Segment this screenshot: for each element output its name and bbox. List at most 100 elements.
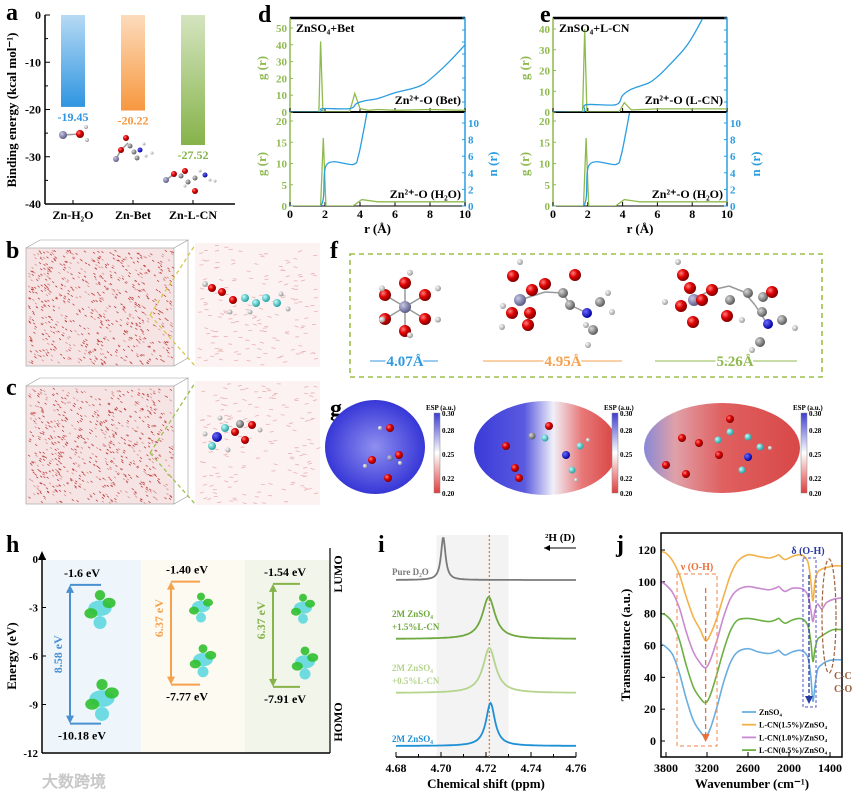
- x-tick-label: 1400: [818, 761, 842, 775]
- water-molecule: [153, 408, 157, 411]
- water-molecule: [208, 450, 213, 453]
- water-molecule: [111, 266, 114, 269]
- water-molecule: [34, 473, 37, 476]
- water-molecule: [267, 316, 272, 318]
- water-molecule: [74, 448, 77, 451]
- atom-cyan: [262, 294, 270, 302]
- water-molecule: [116, 473, 120, 476]
- water-molecule: [50, 354, 54, 357]
- water-molecule: [99, 326, 102, 329]
- panel-d-rdf-chart: 0 2 4 6 8 10r (Å)01020304050051015200246810g …: [254, 16, 500, 236]
- water-molecule: [160, 268, 163, 271]
- water-molecule: [37, 285, 40, 288]
- water-molecule: [42, 389, 46, 393]
- y-axis-title-top: g (r): [517, 56, 532, 80]
- water-molecule: [123, 442, 127, 445]
- water-molecule: [137, 303, 141, 306]
- water-molecule: [87, 327, 90, 330]
- water-molecule: [118, 291, 122, 295]
- water-molecule: [109, 451, 112, 454]
- x-tick-label: 2600: [736, 761, 760, 775]
- water-molecule: [87, 293, 90, 296]
- water-molecule: [240, 451, 245, 453]
- water-molecule: [123, 407, 127, 411]
- colorbar-tick: 0.20: [809, 490, 822, 498]
- atom-gray: [178, 173, 184, 179]
- water-molecule: [102, 443, 105, 446]
- water-molecule: [31, 273, 35, 277]
- water-molecule: [80, 268, 83, 271]
- water-molecule: [144, 416, 147, 419]
- water-molecule: [102, 444, 105, 447]
- water-molecule: [125, 355, 128, 358]
- water-molecule: [56, 392, 59, 395]
- water-molecule: [55, 330, 58, 333]
- water-molecule: [112, 264, 115, 267]
- x-tick-label: 2000: [777, 761, 801, 775]
- water-molecule: [114, 497, 117, 501]
- water-molecule: [50, 266, 54, 269]
- water-molecule: [268, 397, 273, 399]
- water-molecule: [52, 305, 56, 308]
- water-molecule: [68, 401, 72, 404]
- water-molecule: [69, 479, 73, 482]
- water-molecule: [143, 264, 147, 267]
- water-molecule: [131, 296, 134, 299]
- water-molecule: [76, 313, 79, 316]
- water-molecule: [55, 484, 58, 488]
- atom-red: [76, 130, 84, 138]
- water-molecule: [132, 444, 135, 447]
- water-molecule: [37, 405, 40, 408]
- series-label: 2M ZnSO₄: [392, 663, 433, 673]
- water-molecule: [146, 297, 150, 300]
- water-molecule: [39, 256, 43, 259]
- water-molecule: [165, 483, 168, 486]
- water-molecule: [63, 277, 66, 280]
- water-molecule: [106, 428, 109, 431]
- atom-gray: [236, 420, 244, 428]
- water-molecule: [232, 305, 238, 308]
- water-molecule: [161, 253, 165, 256]
- water-molecule: [152, 433, 155, 436]
- water-molecule: [166, 488, 169, 491]
- water-molecule: [138, 449, 141, 452]
- atom-white: [585, 342, 591, 348]
- water-molecule: [66, 250, 69, 253]
- water-molecule: [141, 432, 144, 436]
- water-molecule: [233, 313, 238, 316]
- water-molecule: [170, 425, 173, 428]
- water-molecule: [155, 303, 158, 306]
- water-molecule: [142, 332, 145, 336]
- water-molecule: [97, 414, 100, 417]
- atom-gray: [528, 432, 536, 440]
- water-molecule: [231, 262, 236, 265]
- water-molecule: [57, 460, 61, 463]
- water-molecule: [127, 496, 130, 499]
- water-molecule: [51, 250, 55, 253]
- water-molecule: [111, 418, 114, 421]
- water-molecule: [54, 457, 58, 461]
- water-molecule: [219, 422, 224, 425]
- water-molecule: [218, 299, 223, 301]
- water-molecule: [130, 349, 134, 352]
- water-molecule: [147, 345, 150, 348]
- water-molecule: [78, 309, 81, 312]
- water-molecule: [120, 467, 124, 470]
- homo-energy-label: -7.77 eV: [166, 690, 208, 704]
- orbital-lobe: [94, 589, 106, 601]
- water-molecule: [169, 307, 173, 310]
- water-molecule: [52, 309, 56, 312]
- water-molecule: [170, 456, 174, 459]
- g-r-curve-top: [553, 28, 727, 112]
- y-tick-label: -3: [29, 603, 39, 615]
- x-axis-title: Wavenumber (cm⁻¹): [695, 776, 809, 791]
- panel-f-molecules: [379, 259, 798, 353]
- water-molecule: [103, 484, 107, 487]
- y-tick-label: 80: [644, 607, 656, 621]
- water-molecule: [125, 481, 129, 484]
- atom-white: [574, 478, 578, 482]
- water-molecule: [168, 497, 172, 500]
- water-molecule: [51, 281, 55, 284]
- water-molecule: [78, 485, 81, 488]
